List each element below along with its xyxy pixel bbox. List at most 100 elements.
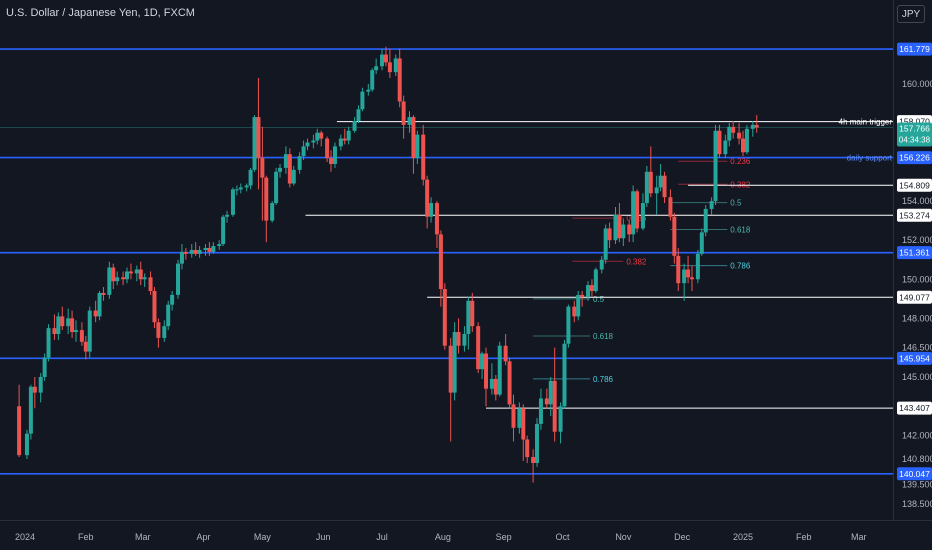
candle-body <box>152 290 157 323</box>
candle-body <box>128 271 133 274</box>
candle-body <box>689 277 694 280</box>
level-price-label: 149.077 <box>899 292 930 302</box>
candle-body <box>111 267 116 282</box>
level-price-tag <box>897 151 932 165</box>
candle-body <box>717 130 722 155</box>
candle-body <box>97 292 102 317</box>
candle-body <box>38 376 43 393</box>
fib-level-label: 0.5 <box>593 295 605 304</box>
candle-body <box>484 353 489 389</box>
x-tick-label: Jun <box>316 532 331 542</box>
candle-body <box>503 345 508 362</box>
level-price-label: 158.070 <box>899 117 930 127</box>
candle-body <box>83 341 88 352</box>
level-price-label: 140.047 <box>899 469 930 479</box>
y-tick-label: 150.000 <box>902 274 932 284</box>
candle-body <box>737 132 742 139</box>
candle-body <box>682 269 687 284</box>
x-tick-label: Mar <box>851 532 867 542</box>
candle-body <box>703 208 708 233</box>
candle-body <box>315 132 320 141</box>
candle-body <box>511 404 516 428</box>
x-tick-label: Nov <box>615 532 632 542</box>
candle-body <box>70 318 75 333</box>
candle-body <box>434 203 439 235</box>
candle-body <box>621 224 626 239</box>
candle-body <box>617 214 622 239</box>
x-tick-label: Apr <box>197 532 211 542</box>
countdown-label: 04:34:38 <box>899 136 931 145</box>
candle-body <box>442 289 447 346</box>
candle-body <box>525 439 530 458</box>
candle-body <box>87 310 92 352</box>
candle-body <box>731 126 736 133</box>
candle-body <box>676 255 681 284</box>
candle-body <box>325 138 330 159</box>
candle-body <box>107 267 112 295</box>
candle-body <box>631 191 636 235</box>
candle-body <box>121 277 126 280</box>
level-price-tag <box>897 467 932 481</box>
candle-body <box>352 120 357 131</box>
fib-level-label: 0.382 <box>626 257 647 266</box>
level-price-label: 143.407 <box>899 403 930 413</box>
candle-body <box>244 185 249 188</box>
candle-body <box>662 175 667 198</box>
candle-body <box>203 248 208 250</box>
candle-body <box>170 294 175 305</box>
candle-body <box>613 214 618 241</box>
candle-body <box>179 251 184 264</box>
candle-body <box>544 398 549 405</box>
candle-body <box>32 386 37 393</box>
candle-body <box>535 423 540 463</box>
candle-body <box>52 328 57 334</box>
x-tick-label: Dec <box>674 532 691 542</box>
level-price-label: 151.361 <box>899 248 930 258</box>
candle-body <box>156 322 161 338</box>
candle-body <box>407 117 412 125</box>
candle-body <box>452 332 457 393</box>
candle-body <box>476 326 481 370</box>
y-tick-label: 138.500 <box>902 499 932 509</box>
candle-body <box>448 345 453 393</box>
fib-level-label: 0.618 <box>593 332 614 341</box>
candle-body <box>189 249 194 254</box>
candle-body <box>538 398 543 424</box>
candle-body <box>489 378 494 389</box>
candle-body <box>274 171 279 204</box>
candle-body <box>421 134 426 180</box>
candle-body <box>193 249 198 254</box>
level-note: daily support <box>847 154 893 163</box>
candle-body <box>230 189 235 215</box>
candle-body <box>297 156 302 170</box>
candle-body <box>264 177 269 221</box>
candle-body <box>291 169 296 184</box>
candle-body <box>260 158 265 178</box>
candle-body <box>566 306 571 344</box>
candle-body <box>301 146 306 157</box>
candle-body <box>383 54 388 63</box>
candle-body <box>183 251 188 254</box>
candle-body <box>425 179 430 217</box>
candle-body <box>138 269 143 280</box>
candle-body <box>256 117 261 159</box>
candle-body <box>640 203 645 229</box>
candle-body <box>42 357 47 377</box>
candle-body <box>221 216 226 245</box>
candle-body <box>24 433 29 456</box>
candle-body <box>548 380 553 405</box>
currency-button[interactable]: JPY <box>897 5 925 23</box>
candle-body <box>74 330 79 333</box>
level-price-tag <box>897 401 932 415</box>
candle-body <box>56 316 61 334</box>
candle-body <box>709 201 714 209</box>
candle-body <box>586 285 591 297</box>
y-tick-label: 139.500 <box>902 479 932 489</box>
candle-body <box>580 294 585 297</box>
candle-body <box>744 128 749 153</box>
candle-body <box>115 277 120 282</box>
candle-body <box>552 380 557 432</box>
candle-body <box>234 189 239 191</box>
candle-body <box>599 259 604 270</box>
